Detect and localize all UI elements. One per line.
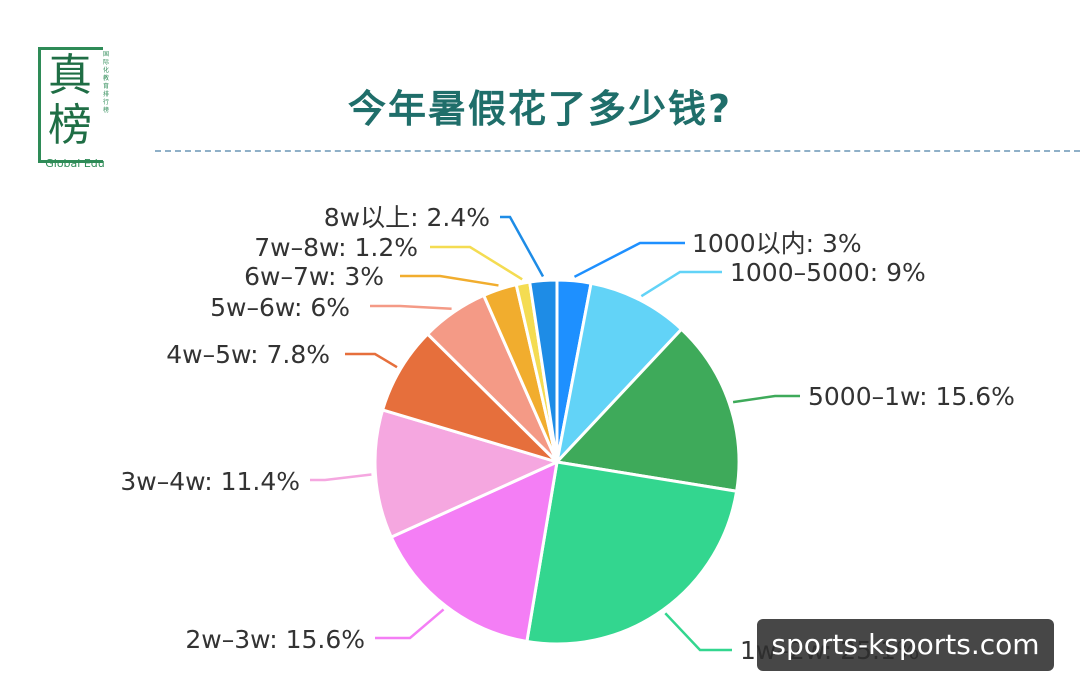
leader-line-2 <box>732 394 800 404</box>
slice-label-6: 4w–5w: 7.8% <box>166 340 330 369</box>
slice-label-7: 5w–6w: 6% <box>210 293 350 322</box>
leader-line-10 <box>500 215 545 278</box>
logo: 真 榜 国际化教育排行榜 Global Edu <box>30 45 110 175</box>
pie-slice-3 <box>525 460 739 646</box>
slice-label-5: 3w–4w: 11.4% <box>120 467 300 496</box>
slice-label-4: 2w–3w: 15.6% <box>185 625 365 654</box>
pie-slice-4 <box>389 459 559 644</box>
leader-line-5 <box>310 473 372 482</box>
slice-label-1: 1000–5000: 9% <box>730 258 926 287</box>
title-divider <box>155 150 1080 152</box>
logo-subtitle: Global Edu <box>45 157 105 170</box>
logo-char-1: 真 <box>48 50 92 101</box>
slice-label-8: 6w–7w: 3% <box>244 262 384 291</box>
pie-slice-1 <box>554 281 684 467</box>
pie-slice-10 <box>527 278 559 463</box>
slice-label-10: 8w以上: 2.4% <box>324 203 490 232</box>
pie-slice-5 <box>373 408 562 540</box>
leader-line-1 <box>640 270 722 298</box>
leader-line-3 <box>664 612 732 652</box>
slice-label-0: 1000以内: 3% <box>692 229 862 258</box>
leader-line-0 <box>573 241 685 278</box>
watermark-badge: sports-ksports.com <box>757 619 1054 671</box>
leader-line-8 <box>400 274 499 287</box>
leader-line-9 <box>430 245 523 281</box>
logo-char-2: 榜 <box>48 100 92 151</box>
leader-line-7 <box>370 304 452 311</box>
chart-title: 今年暑假花了多少钱? <box>347 87 733 131</box>
leader-line-4 <box>375 608 445 640</box>
logo-frame <box>38 47 103 163</box>
slice-label-2: 5000–1w: 15.6% <box>808 382 1015 411</box>
slice-label-9: 7w–8w: 1.2% <box>254 233 418 262</box>
pie-slice-2 <box>553 327 741 494</box>
logo-side-text: 国际化教育排行榜 <box>103 51 110 114</box>
leader-line-6 <box>345 352 398 369</box>
